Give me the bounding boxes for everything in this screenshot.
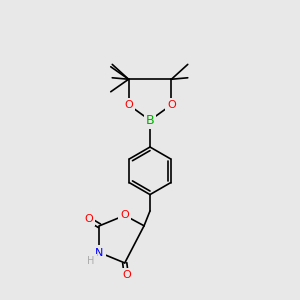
Text: O: O	[122, 270, 131, 280]
Text: N: N	[95, 248, 104, 257]
Text: O: O	[84, 214, 93, 224]
Text: H: H	[88, 256, 95, 266]
Text: O: O	[124, 100, 133, 110]
Text: O: O	[167, 100, 176, 110]
Text: B: B	[146, 114, 154, 127]
Text: O: O	[120, 210, 129, 220]
